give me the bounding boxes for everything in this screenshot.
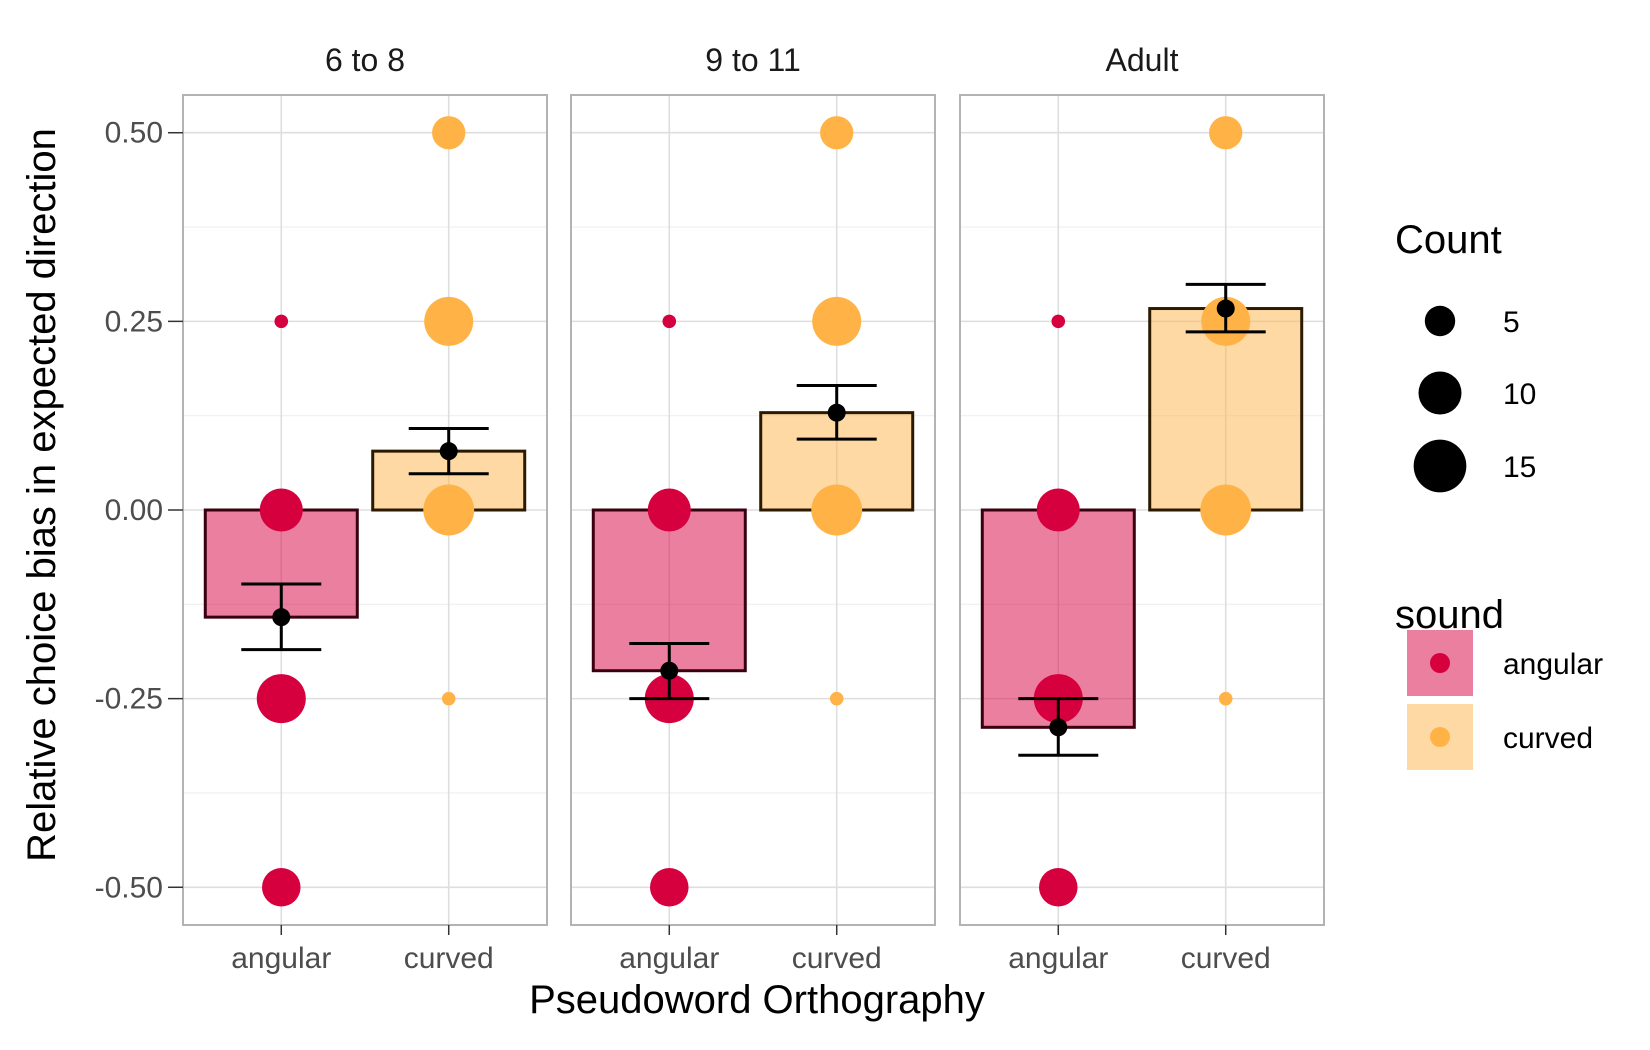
point-curved (424, 296, 474, 346)
mean-point-angular (660, 661, 679, 680)
x-tick-label: angular (231, 942, 331, 975)
sound-legend-dot (1430, 653, 1450, 673)
point-curved (1200, 484, 1252, 536)
point-curved (432, 116, 466, 150)
count-legend: Count 5 10 15 (1395, 218, 1536, 493)
x-tick-label: curved (404, 942, 494, 975)
mean-point-angular (272, 608, 291, 627)
sound-legend: sound angular curved (1395, 593, 1603, 770)
point-angular (1036, 488, 1080, 532)
y-tick-label: -0.25 (95, 683, 163, 716)
count-legend-label: 5 (1503, 306, 1520, 339)
count-legend-label: 10 (1503, 378, 1536, 411)
point-angular (274, 314, 289, 329)
facet-strip-label: 6 to 8 (325, 42, 405, 78)
panel-border (570, 94, 936, 926)
count-legend-key (1424, 305, 1456, 337)
sound-legend-dot (1430, 727, 1450, 747)
count-legend-key (1418, 371, 1462, 415)
point-angular (262, 868, 301, 907)
count-legend-title: Count (1395, 218, 1502, 262)
point-curved (1218, 691, 1233, 706)
y-tick-label: 0.00 (105, 494, 163, 527)
x-tick-label: curved (1181, 942, 1271, 975)
y-tick-label: 0.25 (105, 305, 163, 338)
sound-legend-label: angular (1503, 648, 1603, 681)
point-angular (1039, 868, 1078, 907)
x-tick-label: angular (619, 942, 719, 975)
point-curved (811, 484, 863, 536)
point-angular (1051, 314, 1066, 329)
point-curved (1209, 116, 1243, 150)
point-curved (829, 691, 844, 706)
point-angular (259, 488, 303, 532)
y-tick-label: -0.50 (95, 871, 163, 904)
facet-strip-label: 9 to 11 (705, 42, 800, 78)
panel-border (959, 94, 1325, 926)
point-angular (647, 488, 691, 532)
facet-panel: Adult angular curved (959, 42, 1325, 975)
sound-legend-label: curved (1503, 722, 1593, 755)
facet-panel: 9 to 11 angular curved (570, 42, 936, 975)
point-angular (662, 314, 677, 329)
point-angular (650, 868, 689, 907)
x-tick-label: curved (792, 942, 882, 975)
y-axis: -0.50 -0.25 0.00 0.25 0.50 (95, 117, 183, 904)
point-curved (423, 484, 475, 536)
facet-strip-label: Adult (1106, 42, 1179, 78)
count-legend-key (1413, 439, 1467, 493)
mean-point-curved (1216, 299, 1235, 318)
mean-point-curved (439, 442, 458, 461)
point-curved (812, 296, 862, 346)
x-tick-label: angular (1008, 942, 1108, 975)
y-tick-label: 0.50 (105, 117, 163, 150)
point-curved (441, 691, 456, 706)
point-angular (256, 674, 306, 724)
count-legend-label: 15 (1503, 451, 1536, 484)
mean-point-angular (1049, 718, 1068, 737)
x-axis-title: Pseudoword Orthography (529, 978, 985, 1022)
sound-legend-title: sound (1395, 593, 1504, 637)
facet-panel: 6 to 8 angular curved (182, 42, 548, 975)
mean-point-curved (827, 403, 846, 422)
y-axis-title: Relative choice bias in expected directi… (20, 128, 64, 862)
point-curved (820, 116, 854, 150)
